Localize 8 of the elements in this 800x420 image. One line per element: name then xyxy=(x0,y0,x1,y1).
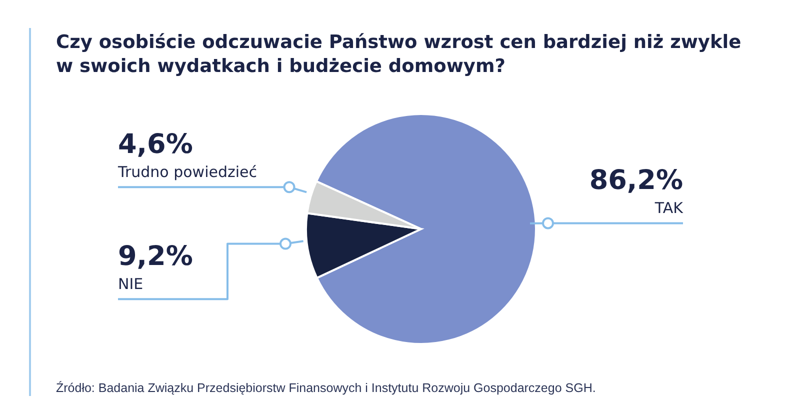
slice-label: Trudno powiedzieć xyxy=(117,163,258,182)
data-label: 4,6% xyxy=(118,129,193,160)
slice-label: NIE xyxy=(118,275,144,294)
slice-label: TAK xyxy=(654,199,684,218)
data-label: 86,2% xyxy=(589,165,683,196)
chart-title: Czy osobiście odczuwacie Państwo wzrost cen bardziej niż zwykle w swoich wydatkach i budżecie domowym? xyxy=(56,31,742,79)
text: Źródło: Badania Związku Przedsiębiorstw Finansowych i Instytutu Rozwoju Gospodarczego SGH. xyxy=(56,380,596,396)
data-label: 9,2% xyxy=(118,241,193,272)
